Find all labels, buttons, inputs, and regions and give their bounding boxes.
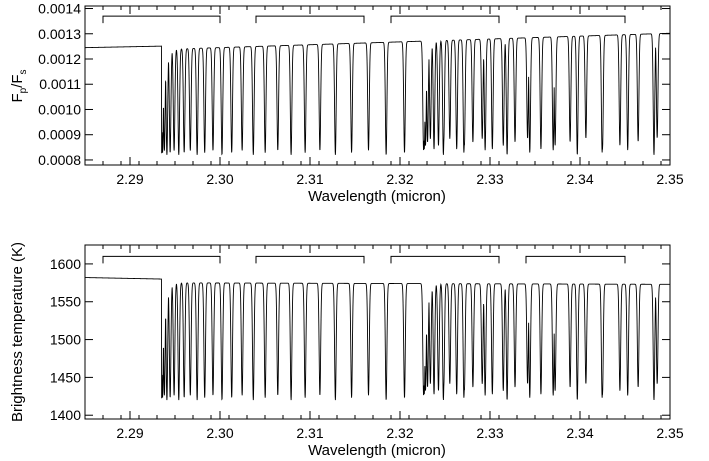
flux-ratio-x-tick-label: 2.35 [656,171,683,187]
brightness-temperature-y-tick-label: 1550 [50,294,81,310]
brightness-temperature-x-tick-label: 2.30 [206,425,233,441]
flux-ratio-x-axis-label: Wavelength (micron) [308,188,446,205]
brightness-temperature-x-ticks: 2.29 2.30 2.31 2.32 2.33 2.34 2.35 [84,245,684,441]
brightness-temperature-spectrum [85,277,670,401]
flux-ratio-y-tick-label: 0.0011 [39,76,81,92]
brightness-temperature-y-tick-label: 1400 [50,407,81,423]
brightness-temperature-x-tick-label: 2.32 [386,425,413,441]
brightness-temperature-y-axis-label: Brightness temperature (K) [9,242,26,422]
flux-ratio-y-tick-label: 0.0012 [38,51,81,67]
flux-ratio-y-ticks: 0.0008 0.0009 0.0010 0.0011 0.0012 0.0013 0.00… [38,1,670,168]
flux-ratio-x-tick-label: 2.31 [296,171,323,187]
flux-ratio-bracket-3 [390,15,500,24]
brightness-temperature-x-tick-label: 2.31 [296,425,323,441]
brightness-temperature-bracket-1 [102,255,221,264]
brightness-temperature-spectrum-line [85,277,670,401]
brightness-temperature-y-tick-label: 1500 [50,332,81,348]
brightness-temperature-y-ticks: 1400 1450 1500 1550 1600 [50,256,670,423]
flux-ratio-y-tick-label: 0.0010 [38,101,81,117]
flux-ratio-x-tick-label: 2.29 [116,171,143,187]
flux-ratio-y-tick-label: 0.0014 [38,1,81,17]
brightness-temperature-bracket-2 [255,255,365,264]
flux-ratio-x-tick-label: 2.33 [476,171,503,187]
flux-ratio-y-tick-label: 0.0009 [38,127,81,143]
flux-ratio-y-tick-label: 0.0013 [38,26,81,42]
flux-ratio-x-tick-label: 2.30 [206,171,233,187]
flux-ratio-bracket-1 [102,15,221,24]
brightness-temperature-x-tick-label: 2.29 [116,425,143,441]
brightness-temperature-y-tick-label: 1450 [50,369,81,385]
flux-ratio-panel: 2.29 2.30 2.31 2.32 2.33 2.34 2.35 0.00080.000… [9,1,684,205]
flux-ratio-y-axis-label: Fp/Fs [9,69,29,102]
flux-ratio-y-tick-label: 0.0008 [38,152,81,168]
flux-ratio-brackets [102,15,626,24]
brightness-temperature-panel: 2.29 2.30 2.31 2.32 2.33 2.34 2.35 1400 1450 150… [9,242,684,459]
brightness-temperature-plot-frame [84,244,671,420]
flux-ratio-x-tick-label: 2.32 [386,171,413,187]
brightness-temperature-x-tick-label: 2.35 [656,425,683,441]
brightness-temperature-x-tick-label: 2.34 [566,425,593,441]
brightness-temperature-x-tick-label: 2.33 [476,425,503,441]
flux-ratio-spectrum-line [85,32,670,156]
brightness-temperature-bracket-4 [525,255,626,264]
flux-ratio-bracket-4 [525,15,626,24]
flux-ratio-x-tick-label: 2.34 [566,171,593,187]
flux-ratio-bracket-2 [255,15,365,24]
brightness-temperature-brackets [102,255,626,264]
brightness-temperature-x-axis-label: Wavelength (micron) [308,442,446,459]
brightness-temperature-y-tick-label: 1600 [50,256,81,272]
flux-ratio-plot-frame [84,5,671,166]
brightness-temperature-bracket-3 [390,255,500,264]
flux-ratio-spectrum [85,32,670,156]
flux-ratio-x-ticks: 2.29 2.30 2.31 2.32 2.33 2.34 2.35 [84,6,684,187]
